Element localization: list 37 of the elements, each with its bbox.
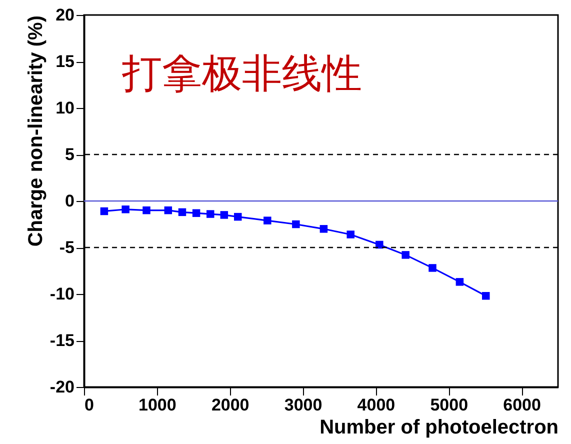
point: [192, 209, 200, 217]
y-tick-label: 0: [65, 192, 74, 210]
x-tick-label: 3000: [284, 396, 322, 414]
y-tick-label: 10: [56, 98, 74, 118]
x-axis-title: Number of photoelectron: [320, 416, 558, 438]
point: [376, 240, 384, 249]
y-tick-label: 15: [56, 52, 74, 71]
point: [346, 230, 354, 238]
point: [292, 220, 300, 228]
point: [320, 225, 328, 233]
point: [234, 212, 242, 221]
point: [122, 205, 130, 214]
x-tick-label: 0: [84, 396, 94, 414]
y-axis-title: Charge non-linearity (%): [24, 16, 47, 247]
point: [178, 208, 186, 216]
y-tick-label: -20: [50, 378, 74, 396]
point: [100, 207, 108, 216]
point: [428, 264, 436, 272]
y-tick-label: 5: [65, 145, 74, 164]
x-tick-label: 2000: [211, 396, 250, 414]
x-tick-label: 1000: [138, 396, 176, 414]
point: [482, 292, 490, 300]
x-tick-label: 5000: [430, 396, 468, 414]
y-tick-label: -15: [50, 331, 74, 350]
point: [264, 216, 272, 224]
point: [220, 211, 228, 219]
y-tick-label: 20: [56, 6, 74, 24]
point: [164, 206, 172, 214]
x-tick-label: 6000: [503, 396, 541, 414]
y-tick-label: -5: [59, 238, 74, 257]
x-tick-label: 4000: [357, 396, 396, 414]
annotation: 打拿极非线性: [121, 51, 362, 97]
point: [206, 210, 214, 218]
point: [402, 251, 410, 259]
y-tick-label: -10: [50, 284, 74, 304]
point: [142, 206, 150, 214]
point: [456, 278, 464, 286]
